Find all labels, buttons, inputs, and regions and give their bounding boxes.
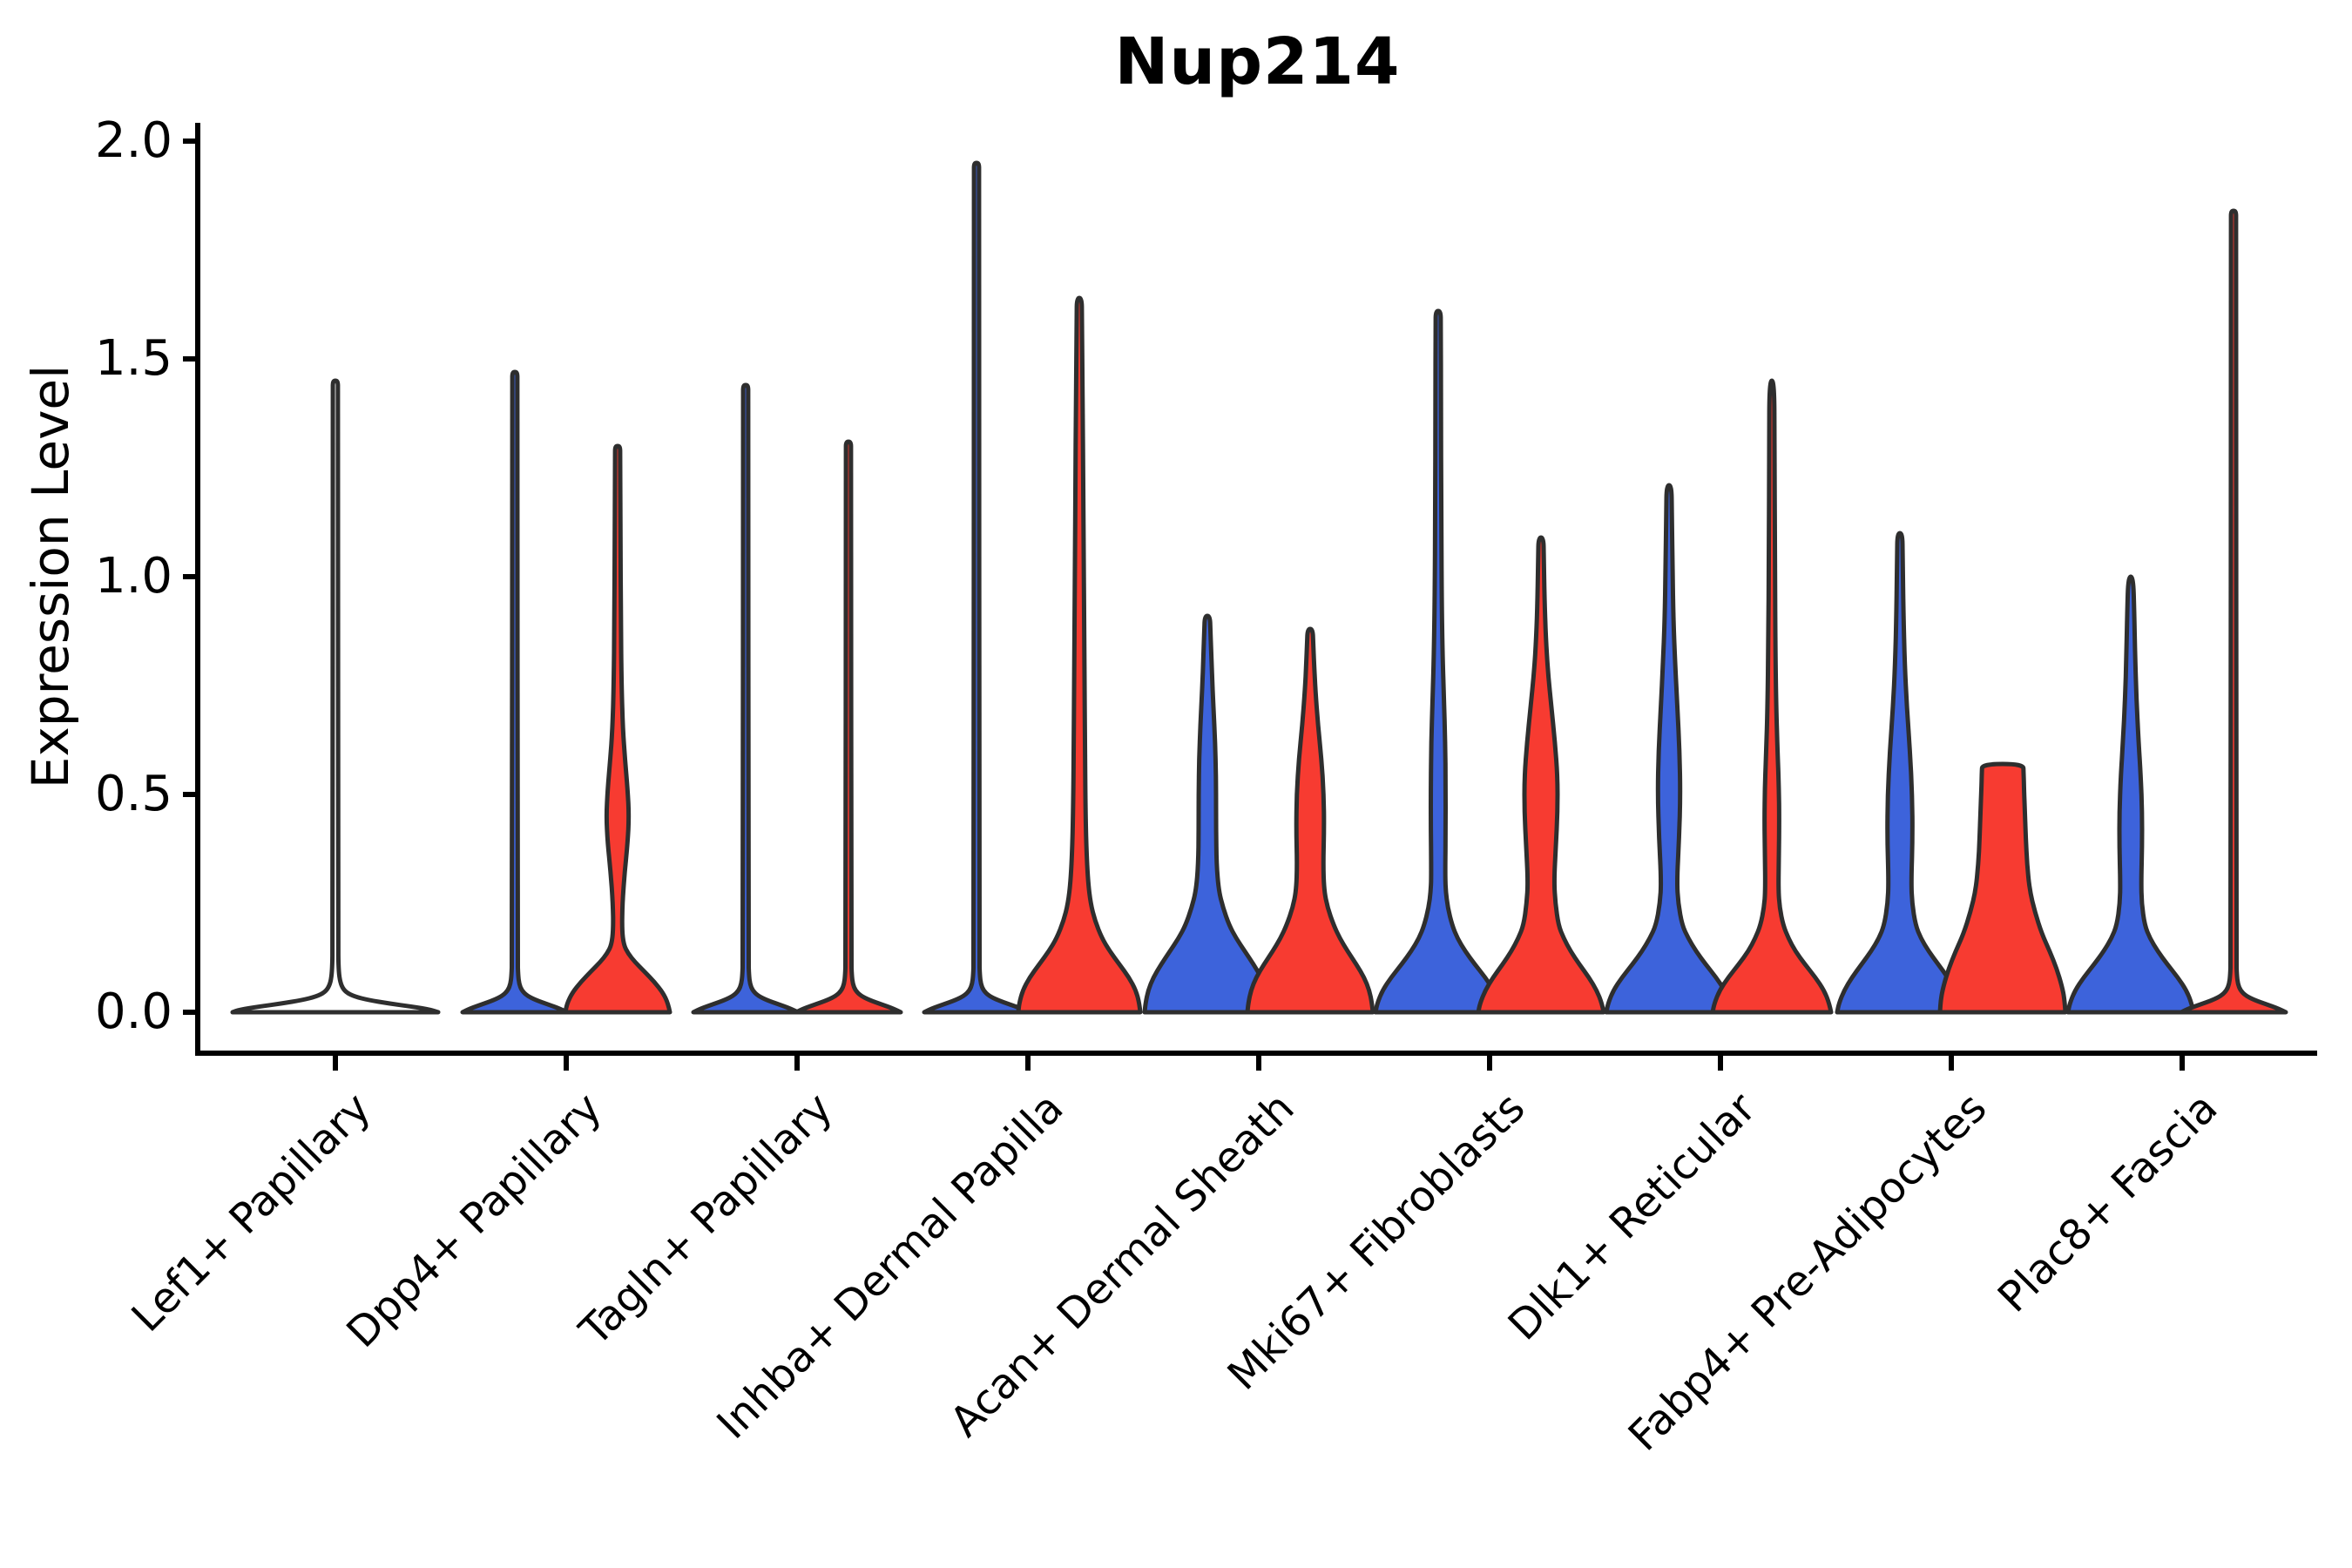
- y-tick-label-1.0: 1.0: [94, 548, 172, 605]
- violin-inhba-left: [922, 160, 1031, 1015]
- violin-tagln-left: [691, 382, 801, 1015]
- violin-dlk1-right: [1710, 378, 1834, 1015]
- violin-plac8-left: [2065, 574, 2196, 1015]
- violin-fabp4-right: [1937, 761, 2068, 1015]
- violin-plac8-right: [2179, 208, 2288, 1015]
- y-tick-label-2.0: 2.0: [94, 112, 172, 169]
- violin-dpp4-left: [460, 369, 570, 1015]
- violin-acan-right: [1245, 626, 1375, 1015]
- violin-dpp4-right: [563, 443, 672, 1015]
- violin-dlk1-left: [1604, 483, 1734, 1015]
- violin-acan-left: [1142, 613, 1273, 1015]
- violin-inhba-right: [1016, 295, 1143, 1015]
- y-tick-label-0.0: 0.0: [94, 983, 172, 1040]
- chart-title: Nup214: [1114, 24, 1401, 99]
- violin-lef1-center: [230, 378, 441, 1015]
- violin-mki67-right: [1476, 535, 1606, 1015]
- y-tick-label-0.5: 0.5: [94, 766, 172, 822]
- violin-fabp4-left: [1835, 531, 1965, 1015]
- y-tick-label-1.5: 1.5: [94, 330, 172, 387]
- violin-mki67-left: [1373, 308, 1504, 1015]
- violin-tagln-right: [794, 439, 903, 1015]
